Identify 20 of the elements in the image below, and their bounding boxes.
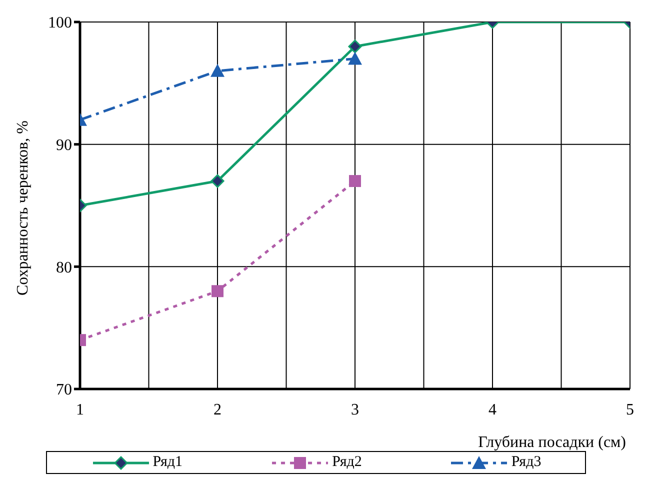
legend-label: Ряд1 — [152, 454, 183, 471]
x-tick-label: 3 — [351, 401, 359, 418]
point — [348, 40, 362, 54]
x-tick-label: 2 — [214, 401, 222, 418]
y-tick-label: 70 — [56, 382, 72, 399]
y-tick-label: 80 — [56, 259, 72, 276]
x-tick-label: 5 — [626, 401, 634, 418]
y-tick-label: 100 — [48, 14, 72, 32]
point — [348, 52, 362, 65]
legend-label: Ряд3 — [511, 454, 542, 471]
legend-label: Ряд2 — [332, 454, 362, 471]
x-axis-title: Глубина посадки (см) — [478, 434, 626, 451]
x-tick-label: 4 — [488, 401, 496, 418]
point — [349, 175, 361, 188]
point — [210, 64, 224, 77]
point — [212, 285, 224, 298]
point — [210, 174, 224, 188]
x-tick-label: 1 — [76, 401, 84, 418]
y-tick-label: 90 — [56, 137, 72, 154]
y-axis-title: Сохранность черенков, % — [14, 120, 32, 296]
